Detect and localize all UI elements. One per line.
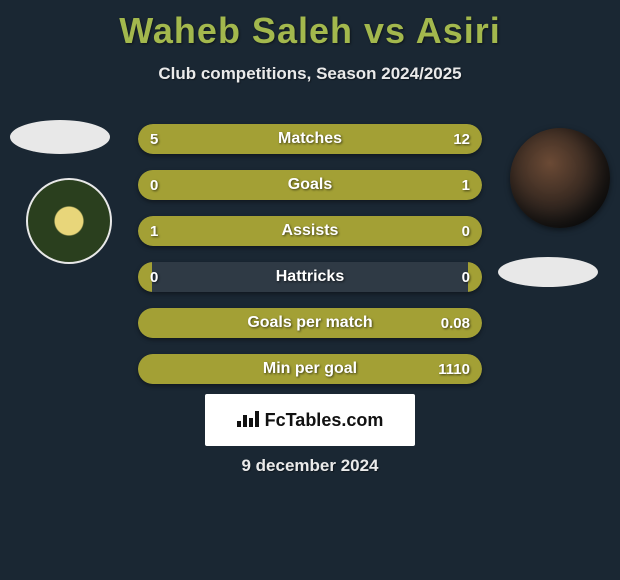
- date-text: 9 december 2024: [0, 456, 620, 476]
- subtitle: Club competitions, Season 2024/2025: [0, 64, 620, 84]
- stat-label: Hattricks: [138, 262, 482, 292]
- player-right-avatar: [510, 128, 610, 228]
- page-title: Waheb Saleh vs Asiri: [0, 0, 620, 52]
- stat-label: Assists: [138, 216, 482, 246]
- stat-row: 0 Hattricks 0: [138, 262, 482, 292]
- player-left-avatar: [10, 120, 110, 154]
- stat-value-right: 0: [462, 216, 470, 246]
- stat-value-right: 12: [453, 124, 470, 154]
- stat-label: Matches: [138, 124, 482, 154]
- stat-label: Min per goal: [138, 354, 482, 384]
- stat-label: Goals per match: [138, 308, 482, 338]
- brand-icon: [237, 409, 259, 432]
- stat-label: Goals: [138, 170, 482, 200]
- stats-container: 5 Matches 12 0 Goals 1 1 Assists 0 0 Hat…: [138, 124, 482, 400]
- stat-row: 5 Matches 12: [138, 124, 482, 154]
- stat-value-right: 1110: [438, 354, 470, 384]
- stat-value-right: 0: [462, 262, 470, 292]
- stat-row: 1 Assists 0: [138, 216, 482, 246]
- stat-row: Min per goal 1110: [138, 354, 482, 384]
- stat-value-right: 0.08: [441, 308, 470, 338]
- brand-box[interactable]: FcTables.com: [205, 394, 415, 446]
- club-right-badge: [498, 257, 598, 287]
- stat-row: Goals per match 0.08: [138, 308, 482, 338]
- stat-value-right: 1: [462, 170, 470, 200]
- club-left-badge: [26, 178, 112, 264]
- stat-row: 0 Goals 1: [138, 170, 482, 200]
- brand-text: FcTables.com: [265, 410, 384, 431]
